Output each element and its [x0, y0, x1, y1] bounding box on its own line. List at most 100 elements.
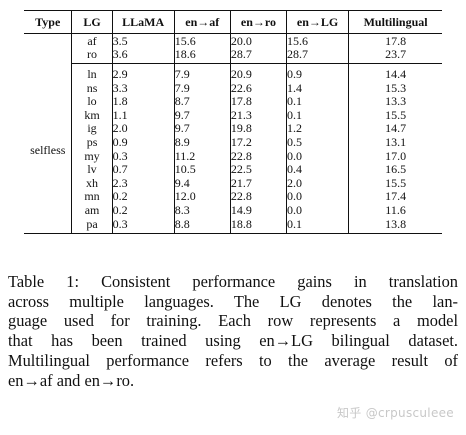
cell-en-lg: 0.4 — [286, 162, 349, 176]
cell-lg: ln — [71, 63, 113, 81]
table-row: pa 0.3 8.8 18.8 0.1 13.8 — [24, 216, 442, 235]
caption-line: Table 1: Consistent performance gains in… — [8, 272, 458, 291]
cell-en-ro: 21.7 — [229, 175, 287, 190]
table-caption: Table 1: Consistent performance gains in… — [8, 272, 458, 390]
table-row: am 0.2 8.3 14.9 0.0 11.6 — [24, 203, 442, 217]
cell-en-ro: 20.0 — [229, 33, 287, 48]
cell-en-af: 8.9 — [173, 135, 231, 149]
cell-en-ro: 17.2 — [229, 135, 287, 149]
cell-en-af: 9.4 — [173, 175, 231, 190]
header-en-lg: en→LG — [286, 10, 349, 34]
cell-en-ro: 22.8 — [229, 148, 287, 163]
cell-en-ro: 22.6 — [229, 80, 287, 95]
cell-multilingual: 17.0 — [348, 148, 442, 163]
cell-llama: 3.3 — [111, 80, 175, 95]
table-row: ns 3.3 7.9 22.6 1.4 15.3 — [24, 80, 442, 95]
cell-multilingual: 14.7 — [348, 121, 442, 136]
cell-en-ro: 28.7 — [229, 47, 287, 65]
table-row: ps 0.9 8.9 17.2 0.5 13.1 — [24, 135, 442, 149]
cell-en-af: 12.0 — [173, 189, 231, 204]
table-row: km 1.1 9.7 21.3 0.1 15.5 — [24, 107, 442, 122]
header-llama: LLaMA — [111, 10, 175, 34]
caption-line: Multilingual performance refers to the a… — [8, 350, 458, 370]
table-group-selfless: selfless ln 2.9 7.9 20.9 0.9 14.4 ns 3.3 7.9 22.6 1… — [24, 63, 442, 235]
cell-lg: xh — [71, 175, 113, 190]
header-lg: LG — [71, 10, 113, 34]
cell-lg: af — [71, 33, 113, 48]
cell-lg: ps — [71, 135, 113, 149]
header-type: Type — [24, 10, 72, 34]
cell-en-af: 9.7 — [173, 121, 231, 136]
cell-llama: 2.9 — [111, 63, 175, 81]
table-group-baseline: af 3.5 15.6 20.0 15.6 17.8 ro 3.6 18.6 28.7 28.7 23… — [24, 33, 442, 65]
cell-en-lg: 1.2 — [286, 121, 349, 136]
cell-lg: km — [71, 107, 113, 122]
cell-llama: 2.0 — [111, 121, 175, 136]
cell-multilingual: 17.8 — [348, 33, 442, 48]
cell-en-ro: 17.8 — [229, 94, 287, 108]
cell-multilingual: 13.8 — [348, 216, 442, 235]
cell-en-af: 8.3 — [173, 203, 231, 217]
cell-lg: ns — [71, 80, 113, 95]
cell-en-lg: 0.1 — [286, 216, 349, 235]
table-row: ig 2.0 9.7 19.8 1.2 14.7 — [24, 121, 442, 136]
cell-llama: 0.3 — [111, 148, 175, 163]
table-row: mn 0.2 12.0 22.8 0.0 17.4 — [24, 189, 442, 204]
results-table: Type LG LLaMA en→af en→ro en→LG Multilin… — [24, 10, 442, 235]
cell-multilingual: 17.4 — [348, 189, 442, 204]
caption-line: across multiple languages. The LG denote… — [8, 291, 458, 311]
cell-type-selfless: selfless — [24, 63, 72, 235]
cell-llama: 0.9 — [111, 135, 175, 149]
cell-en-lg: 0.0 — [286, 203, 349, 217]
cell-en-lg: 0.0 — [286, 148, 349, 163]
cell-en-ro: 14.9 — [229, 203, 287, 217]
cell-en-ro: 20.9 — [229, 63, 287, 81]
table-row: selfless ln 2.9 7.9 20.9 0.9 14.4 — [24, 63, 442, 235]
cell-llama: 1.8 — [111, 94, 175, 108]
cell-lg: pa — [71, 216, 113, 235]
cell-en-af: 8.8 — [173, 216, 231, 235]
caption-line: guage used for training. Each row repres… — [8, 311, 458, 331]
header-en-ro: en→ro — [229, 10, 287, 34]
cell-llama: 0.2 — [111, 189, 175, 204]
cell-en-af: 10.5 — [173, 162, 231, 176]
results-table-container: Type LG LLaMA en→af en→ro en→LG Multilin… — [24, 10, 442, 235]
cell-lg: my — [71, 148, 113, 163]
cell-llama: 1.1 — [111, 107, 175, 122]
cell-en-lg: 0.1 — [286, 94, 349, 108]
cell-en-af: 9.7 — [173, 107, 231, 122]
cell-multilingual: 14.4 — [348, 63, 442, 81]
cell-en-lg: 0.5 — [286, 135, 349, 149]
cell-type-empty — [24, 34, 72, 64]
header-en-af: en→af — [173, 10, 231, 34]
cell-multilingual: 15.5 — [348, 107, 442, 122]
cell-multilingual: 11.6 — [348, 203, 442, 217]
cell-en-af: 15.6 — [173, 33, 231, 48]
cell-lg: am — [71, 203, 113, 217]
cell-lg: lo — [71, 94, 113, 108]
cell-lg: mn — [71, 189, 113, 204]
cell-en-ro: 21.3 — [229, 107, 287, 122]
header-multilingual: Multilingual — [348, 10, 442, 34]
watermark: 知乎 @crpusculeee — [336, 406, 454, 420]
table-row: ro 3.6 18.6 28.7 28.7 23.7 — [24, 47, 442, 65]
cell-en-lg: 28.7 — [286, 47, 349, 65]
cell-llama: 0.2 — [111, 203, 175, 217]
cell-en-af: 11.2 — [173, 148, 231, 163]
cell-en-ro: 22.5 — [229, 162, 287, 176]
cell-llama: 3.6 — [111, 47, 175, 65]
cell-llama: 2.3 — [111, 175, 175, 190]
cell-en-lg: 0.0 — [286, 189, 349, 204]
cell-llama: 3.5 — [111, 33, 175, 48]
cell-en-lg: 0.1 — [286, 107, 349, 122]
cell-en-lg: 2.0 — [286, 175, 349, 190]
cell-multilingual: 15.3 — [348, 80, 442, 95]
cell-en-af: 7.9 — [173, 63, 231, 81]
cell-en-af: 7.9 — [173, 80, 231, 95]
cell-lg: lv — [71, 162, 113, 176]
cell-llama: 0.3 — [111, 216, 175, 235]
cell-multilingual: 13.3 — [348, 94, 442, 108]
cell-lg: ig — [71, 121, 113, 136]
table-row: lv 0.7 10.5 22.5 0.4 16.5 — [24, 162, 442, 176]
caption-line: en→af and en→ro. — [8, 370, 135, 390]
